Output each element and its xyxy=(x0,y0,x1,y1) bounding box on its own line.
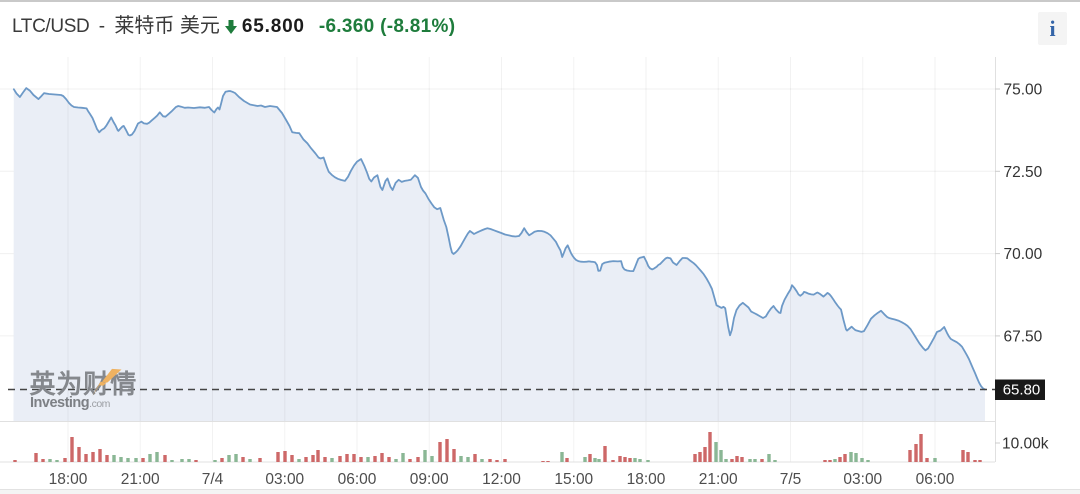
svg-text:7/4: 7/4 xyxy=(202,471,224,488)
svg-text:7/5: 7/5 xyxy=(780,471,802,488)
svg-text:21:00: 21:00 xyxy=(121,471,160,488)
svg-text:75.00: 75.00 xyxy=(1004,82,1043,99)
svg-text:03:00: 03:00 xyxy=(265,471,304,488)
svg-text:15:00: 15:00 xyxy=(554,471,593,488)
svg-text:10.00k: 10.00k xyxy=(1002,436,1049,453)
svg-text:21:00: 21:00 xyxy=(699,471,738,488)
svg-text:72.50: 72.50 xyxy=(1004,164,1043,181)
svg-text:03:00: 03:00 xyxy=(843,471,882,488)
svg-text:英为财情: 英为财情 xyxy=(30,369,138,399)
svg-text:06:00: 06:00 xyxy=(338,471,377,488)
svg-text:65.80: 65.80 xyxy=(1003,382,1041,399)
svg-text:Investing.com: Investing.com xyxy=(30,395,111,411)
svg-text:18:00: 18:00 xyxy=(49,471,88,488)
svg-text:06:00: 06:00 xyxy=(916,471,955,488)
svg-text:67.50: 67.50 xyxy=(1004,328,1043,345)
svg-text:12:00: 12:00 xyxy=(482,471,521,488)
svg-text:70.00: 70.00 xyxy=(1004,246,1043,263)
svg-text:09:00: 09:00 xyxy=(410,471,449,488)
svg-text:18:00: 18:00 xyxy=(627,471,666,488)
